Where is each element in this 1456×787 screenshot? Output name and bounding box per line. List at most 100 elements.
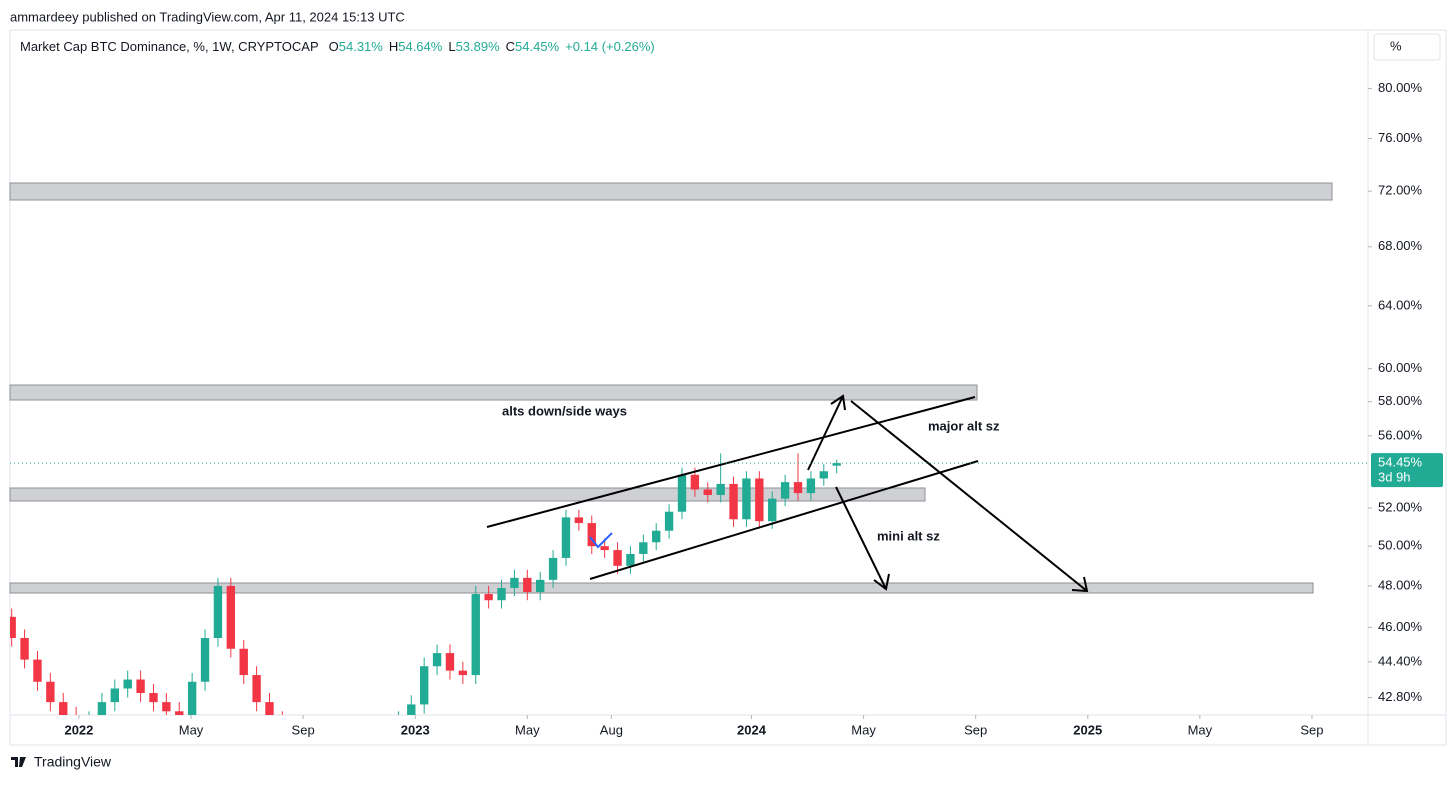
candle-body xyxy=(136,679,145,694)
candle-body xyxy=(690,474,700,490)
x-tick-label: 2024 xyxy=(737,722,767,737)
candle-body xyxy=(356,749,364,763)
candle-body xyxy=(613,550,622,566)
legend-value: 54.64% xyxy=(398,39,443,54)
countdown: 3d 9h xyxy=(1378,470,1411,485)
zones xyxy=(9,182,1333,594)
candle-body xyxy=(574,517,584,524)
candle-body xyxy=(419,666,429,705)
x-tick-label: May xyxy=(1188,722,1213,737)
y-tick-label: 48.00% xyxy=(1378,577,1423,592)
candle-body xyxy=(175,711,184,715)
candle-body xyxy=(368,756,376,763)
candle-body xyxy=(548,557,558,580)
legend-value: 54.45% xyxy=(515,39,560,54)
candle-body xyxy=(742,478,751,520)
arrow-up xyxy=(807,394,846,471)
brand: TradingView xyxy=(11,754,112,770)
legend-key: H xyxy=(389,39,398,54)
candle-body xyxy=(239,648,248,676)
candle-body xyxy=(600,546,609,551)
candle-body xyxy=(626,553,635,566)
y-tick-label: 50.00% xyxy=(1378,538,1423,553)
x-tick-label: 2025 xyxy=(1073,722,1102,737)
candle-body xyxy=(523,577,532,593)
brand-name: TradingView xyxy=(34,754,112,770)
candle-body xyxy=(46,681,55,703)
candle-body xyxy=(110,688,119,703)
candle-body xyxy=(458,670,468,676)
candle-body xyxy=(407,704,416,715)
y-tick-label: 52.00% xyxy=(1378,499,1423,514)
candle-body xyxy=(343,735,351,749)
y-tick-label: 60.00% xyxy=(1378,360,1423,375)
legend-change: +0.14 (+0.26%) xyxy=(565,39,655,54)
symbol: Market Cap BTC Dominance, %, 1W, CRYPTOC… xyxy=(20,39,319,54)
check-mark xyxy=(589,532,613,549)
candle-body xyxy=(317,744,325,758)
x-tick-label: Sep xyxy=(964,722,987,737)
candle-body xyxy=(213,585,223,638)
channel-bottom xyxy=(589,460,979,580)
candle-body xyxy=(716,483,725,495)
brand-logo xyxy=(11,757,26,767)
legend-key: O xyxy=(329,39,339,54)
channel-top xyxy=(486,396,976,528)
x-tick-label: 2023 xyxy=(401,722,430,737)
published-line: ammardeey published on TradingView.com, … xyxy=(10,9,405,24)
drawings xyxy=(486,394,1089,593)
y-tick-label: 44.40% xyxy=(1378,653,1423,668)
annotation: alts down/side ways xyxy=(502,403,627,418)
last-price-label: 54.45% xyxy=(1378,455,1423,470)
y-tick-label: 56.00% xyxy=(1378,427,1423,442)
x-tick-label: Sep xyxy=(292,722,315,737)
candle-body xyxy=(793,482,803,494)
candle-body xyxy=(149,693,158,703)
scale-unit[interactable]: % xyxy=(1390,38,1402,53)
candle-body xyxy=(677,474,687,512)
candle-body xyxy=(497,587,506,601)
annotations: alts down/side ways major alt sz mini al… xyxy=(502,403,1000,543)
scale-button[interactable] xyxy=(1373,33,1441,61)
zone xyxy=(9,487,926,502)
y-tick-label: 64.00% xyxy=(1378,297,1423,312)
x-tick-label: May xyxy=(515,722,540,737)
legend-key: C xyxy=(506,39,515,54)
y-tick-label: 46.00% xyxy=(1378,619,1423,634)
candle-body xyxy=(20,637,29,660)
candle-body xyxy=(664,511,674,531)
candle-body xyxy=(200,637,210,682)
candle-body xyxy=(471,594,480,676)
candles xyxy=(10,453,841,763)
candle-body xyxy=(123,679,132,689)
candle-body xyxy=(278,721,286,740)
candle-body xyxy=(832,463,841,466)
candle-body xyxy=(59,702,68,715)
candle-body xyxy=(510,577,519,588)
candle-body xyxy=(639,542,648,554)
candle-body xyxy=(755,478,764,522)
zone xyxy=(9,182,1333,201)
candle-body xyxy=(561,517,571,558)
y-tick-label: 58.00% xyxy=(1378,393,1423,408)
x-tick-label: 2022 xyxy=(64,722,93,737)
x-tick-label: May xyxy=(851,722,876,737)
zone xyxy=(9,384,978,401)
candle-body xyxy=(780,482,790,499)
candle-body xyxy=(819,471,828,479)
annotation: major alt sz xyxy=(928,418,1000,433)
y-tick-label: 72.00% xyxy=(1378,183,1423,198)
x-tick-label: Aug xyxy=(600,722,623,737)
candle-body xyxy=(265,702,274,715)
zone xyxy=(9,582,1314,594)
candle-body xyxy=(97,702,107,715)
candle-body xyxy=(33,659,42,682)
candle-body xyxy=(330,735,338,759)
arrow-down-short xyxy=(835,486,890,591)
candle-body xyxy=(381,742,389,756)
candle-body xyxy=(252,675,261,703)
candle-body xyxy=(536,579,545,593)
legend-key: L xyxy=(448,39,455,54)
